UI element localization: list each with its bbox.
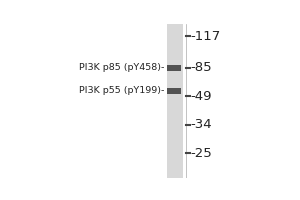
Text: -49: -49: [190, 90, 212, 103]
Bar: [167, 24, 183, 178]
Text: -85: -85: [190, 61, 212, 74]
Text: PI3K p55 (pY199)-: PI3K p55 (pY199)-: [79, 86, 164, 95]
Bar: [167, 88, 181, 94]
Text: -117: -117: [190, 30, 221, 43]
Text: -25: -25: [190, 147, 212, 160]
Bar: [167, 65, 181, 71]
Text: -34: -34: [190, 118, 212, 131]
Text: PI3K p85 (pY458)-: PI3K p85 (pY458)-: [79, 63, 164, 72]
